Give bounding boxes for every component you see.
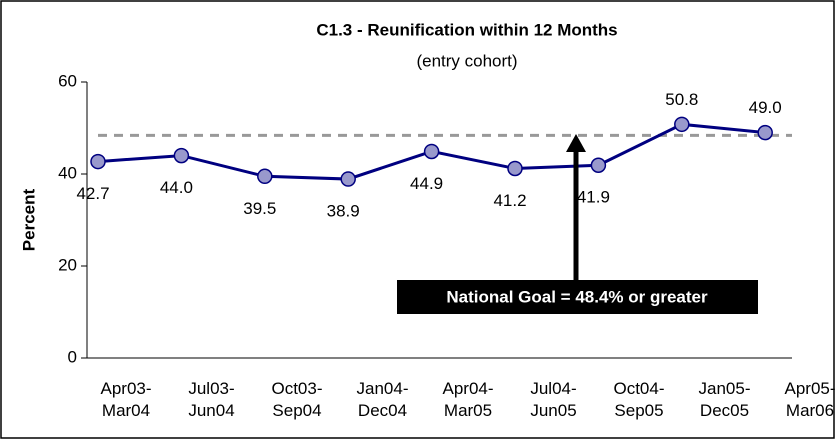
x-tick-label: Apr03-Mar04 — [100, 379, 152, 420]
x-tick-label: Oct04-Sep05 — [613, 379, 665, 420]
annotation-box — [397, 280, 758, 314]
x-tick-label: Apr04-Mar05 — [442, 379, 494, 420]
data-label: 44.0 — [160, 178, 193, 197]
data-label: 38.9 — [327, 202, 360, 221]
x-tick-label: Jan05-Dec05 — [698, 379, 751, 420]
data-label: 39.5 — [243, 199, 276, 218]
y-tick-label: 60 — [58, 71, 77, 90]
marker — [173, 147, 190, 164]
marker — [90, 153, 106, 170]
data-label: 41.2 — [493, 191, 526, 210]
marker — [757, 124, 773, 141]
chart-subtitle: (entry cohort) — [416, 51, 517, 70]
data-label: 42.7 — [76, 184, 109, 203]
arrow-head — [566, 134, 586, 152]
marker — [340, 171, 356, 187]
y-tick-label: 40 — [58, 163, 77, 182]
data-label: 49.0 — [749, 98, 782, 117]
x-tick-label: Jul04-Jun05 — [530, 379, 577, 420]
marker — [507, 160, 523, 177]
data-label: 41.9 — [577, 188, 610, 207]
x-tick-label: Oct03-Sep04 — [271, 379, 323, 420]
marker — [674, 116, 690, 133]
marker — [590, 157, 607, 174]
x-tick-label: Jul03-Jun04 — [188, 379, 235, 420]
chart-title: C1.3 - Reunification within 12 Months — [316, 20, 617, 39]
annotation: National Goal = 48.4% or greater — [446, 287, 708, 306]
y-tick-label: 20 — [58, 255, 77, 274]
marker — [423, 143, 440, 160]
data-label: 44.9 — [410, 174, 443, 193]
x-tick-label: Apr05-Mar06 — [784, 379, 835, 420]
y-tick-label: 0 — [68, 347, 77, 366]
marker — [257, 168, 273, 185]
data-label: 50.8 — [665, 90, 698, 109]
x-tick-label: Jan04-Dec04 — [356, 379, 409, 420]
y-axis-label: Percent — [19, 188, 38, 251]
